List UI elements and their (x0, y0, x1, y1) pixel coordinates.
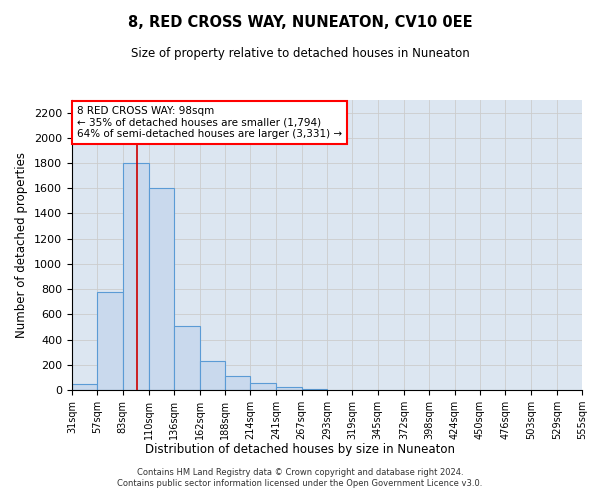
Bar (122, 163, 149, 390)
Bar (97, 292, 122, 390)
Bar (174, 326, 200, 390)
Bar (225, 376, 250, 390)
Bar (72, 384, 97, 390)
Bar (199, 361, 225, 390)
Bar (149, 188, 174, 390)
Text: Size of property relative to detached houses in Nuneaton: Size of property relative to detached ho… (131, 48, 469, 60)
Text: Contains HM Land Registry data © Crown copyright and database right 2024.
Contai: Contains HM Land Registry data © Crown c… (118, 468, 482, 487)
Bar (277, 387, 302, 390)
Y-axis label: Number of detached properties: Number of detached properties (16, 152, 28, 338)
Text: 8 RED CROSS WAY: 98sqm
← 35% of detached houses are smaller (1,794)
64% of semi-: 8 RED CROSS WAY: 98sqm ← 35% of detached… (77, 106, 342, 139)
Text: Distribution of detached houses by size in Nuneaton: Distribution of detached houses by size … (145, 442, 455, 456)
Bar (250, 383, 277, 390)
Bar (302, 388, 327, 390)
Text: 8, RED CROSS WAY, NUNEATON, CV10 0EE: 8, RED CROSS WAY, NUNEATON, CV10 0EE (128, 15, 472, 30)
